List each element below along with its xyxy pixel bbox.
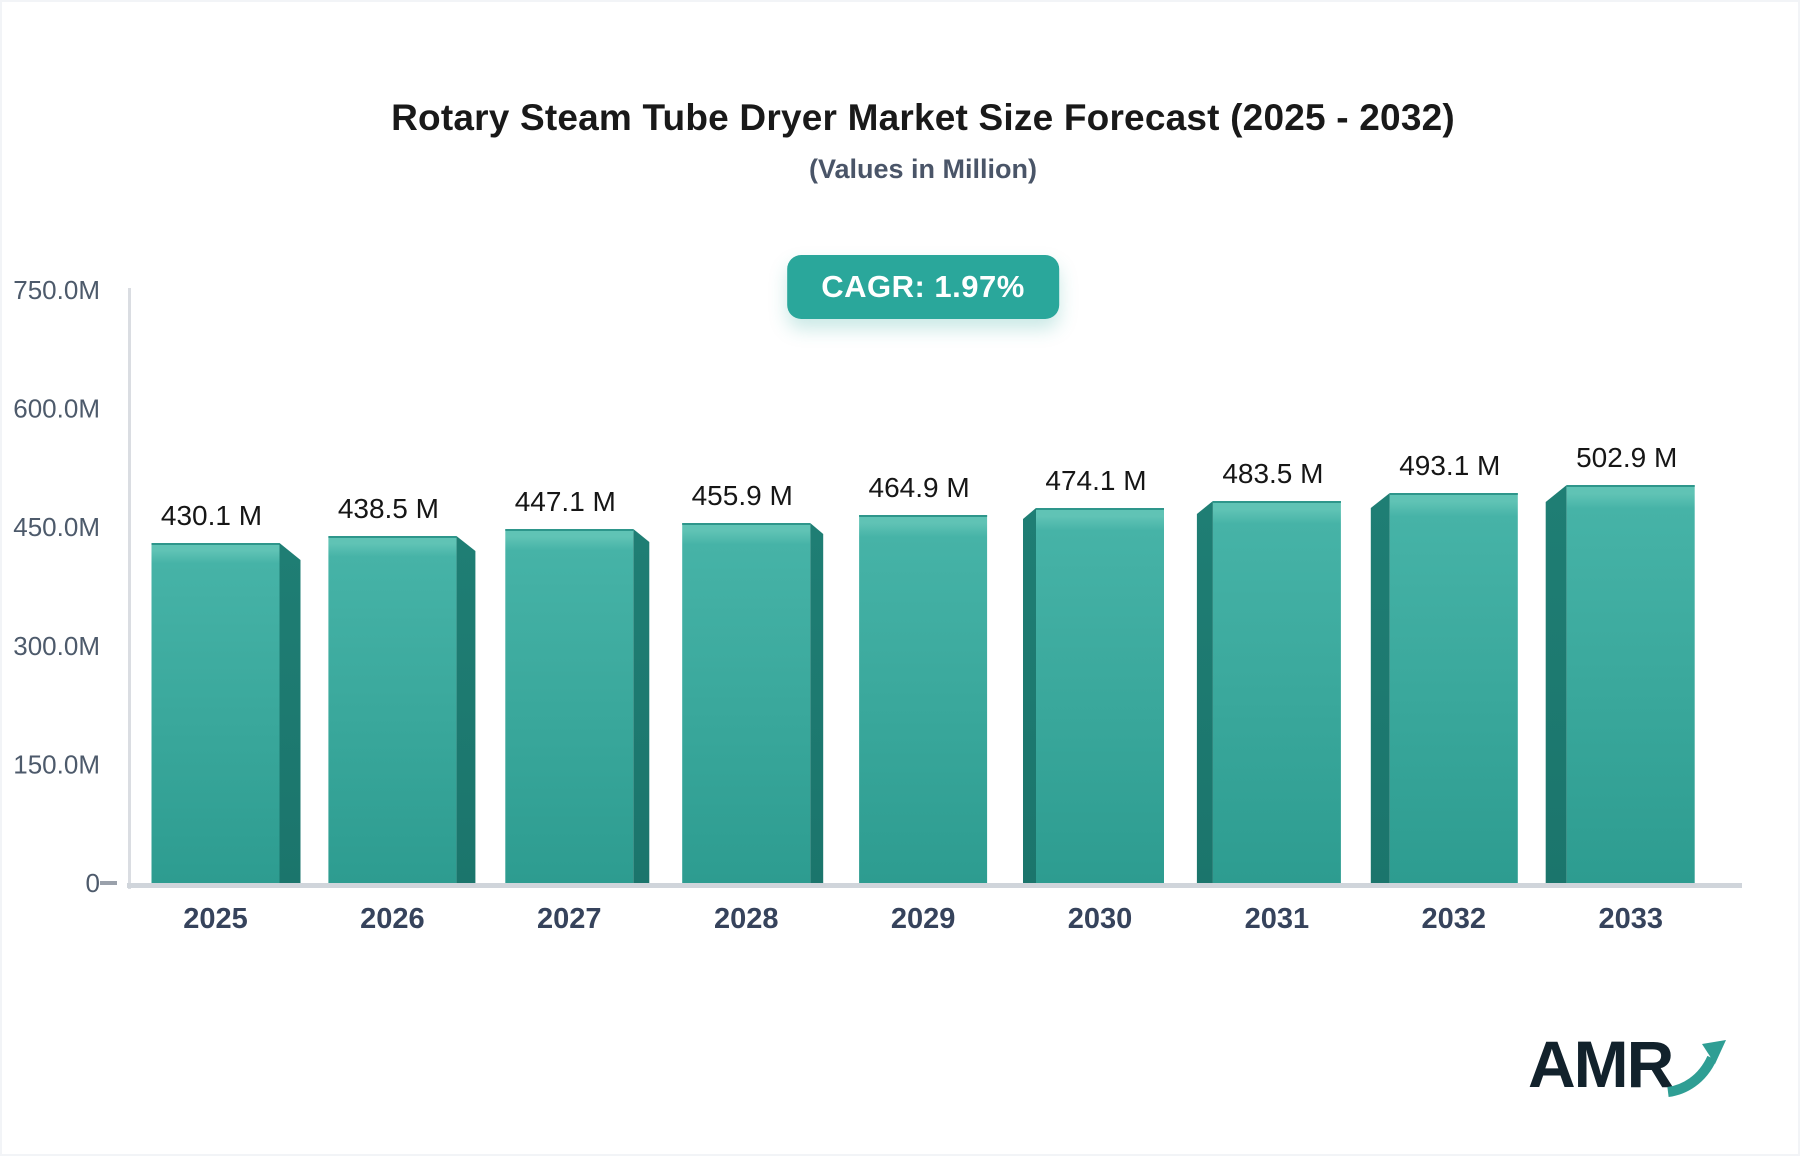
chart-subtitle: (Values in Million)	[808, 154, 1038, 184]
bar-side-face	[279, 543, 301, 884]
bar-top-edge	[1566, 485, 1695, 487]
bar-top-edge	[328, 536, 457, 538]
x-tick-label: 2026	[360, 903, 425, 935]
bar-side-face	[1370, 493, 1390, 884]
x-tick-label: 2027	[537, 903, 602, 935]
bar-side-face	[456, 536, 476, 884]
y-tick-label: 300.0M	[13, 631, 100, 661]
bar-side-face	[1196, 501, 1213, 884]
trend-up-arrow-icon	[1667, 1040, 1727, 1097]
bar	[1566, 485, 1695, 884]
bar	[505, 529, 634, 884]
bar	[151, 543, 280, 884]
bar-value-label: 455.9 M	[692, 480, 793, 511]
bar	[682, 523, 811, 884]
x-axis-line	[127, 883, 1742, 888]
bar-side-face	[810, 523, 824, 884]
bar-side-face	[1023, 508, 1036, 884]
bar	[328, 536, 457, 884]
x-tick-label: 2028	[714, 903, 779, 935]
x-tick-label: 2029	[891, 903, 956, 935]
y-tick-label: 750.0M	[13, 275, 100, 305]
bar	[1212, 501, 1341, 884]
bar-top-edge	[505, 529, 634, 531]
bar-top-edge	[1036, 508, 1164, 510]
bar-value-label: 493.1 M	[1399, 450, 1500, 481]
x-tick-label: 2031	[1245, 903, 1310, 935]
bar-top-edge	[859, 515, 988, 517]
bar-top-edge	[1389, 493, 1518, 495]
zero-tick-mark	[100, 881, 117, 885]
bar-side-face	[633, 529, 650, 884]
bar-value-label: 474.1 M	[1045, 465, 1146, 496]
bar	[859, 515, 988, 884]
y-tick-label: 450.0M	[13, 512, 100, 542]
bar-top-edge	[1212, 501, 1341, 503]
cagr-badge: CAGR: 1.97%	[787, 255, 1059, 319]
bar-value-label: 464.9 M	[869, 472, 970, 503]
bar-side-face	[1545, 485, 1567, 884]
bar-value-label: 447.1 M	[515, 486, 616, 517]
bar-top-edge	[682, 523, 811, 525]
bar-top-edge	[151, 543, 280, 545]
bar-value-label: 438.5 M	[338, 493, 439, 524]
x-tick-label: 2033	[1598, 903, 1663, 935]
bar	[1389, 493, 1518, 884]
bar-value-label: 502.9 M	[1576, 442, 1677, 473]
y-axis-line	[128, 288, 131, 889]
x-tick-label: 2030	[1068, 903, 1133, 935]
y-tick-label: 600.0M	[13, 394, 100, 424]
bar-value-label: 483.5 M	[1222, 458, 1323, 489]
x-tick-label: 2032	[1422, 903, 1487, 935]
y-tick-label: 150.0M	[13, 749, 100, 779]
x-tick-label: 2025	[183, 903, 248, 935]
y-tick-label: 0	[86, 868, 100, 898]
amr-logo-text: AMR	[1528, 1027, 1674, 1101]
chart-title: Rotary Steam Tube Dryer Market Size Fore…	[391, 97, 1455, 138]
bar-value-label: 430.1 M	[161, 500, 262, 531]
amr-logo: AMR	[1528, 1026, 1734, 1102]
chart-header: Rotary Steam Tube Dryer Market Size Fore…	[46, 96, 1800, 185]
bar	[1036, 508, 1164, 884]
